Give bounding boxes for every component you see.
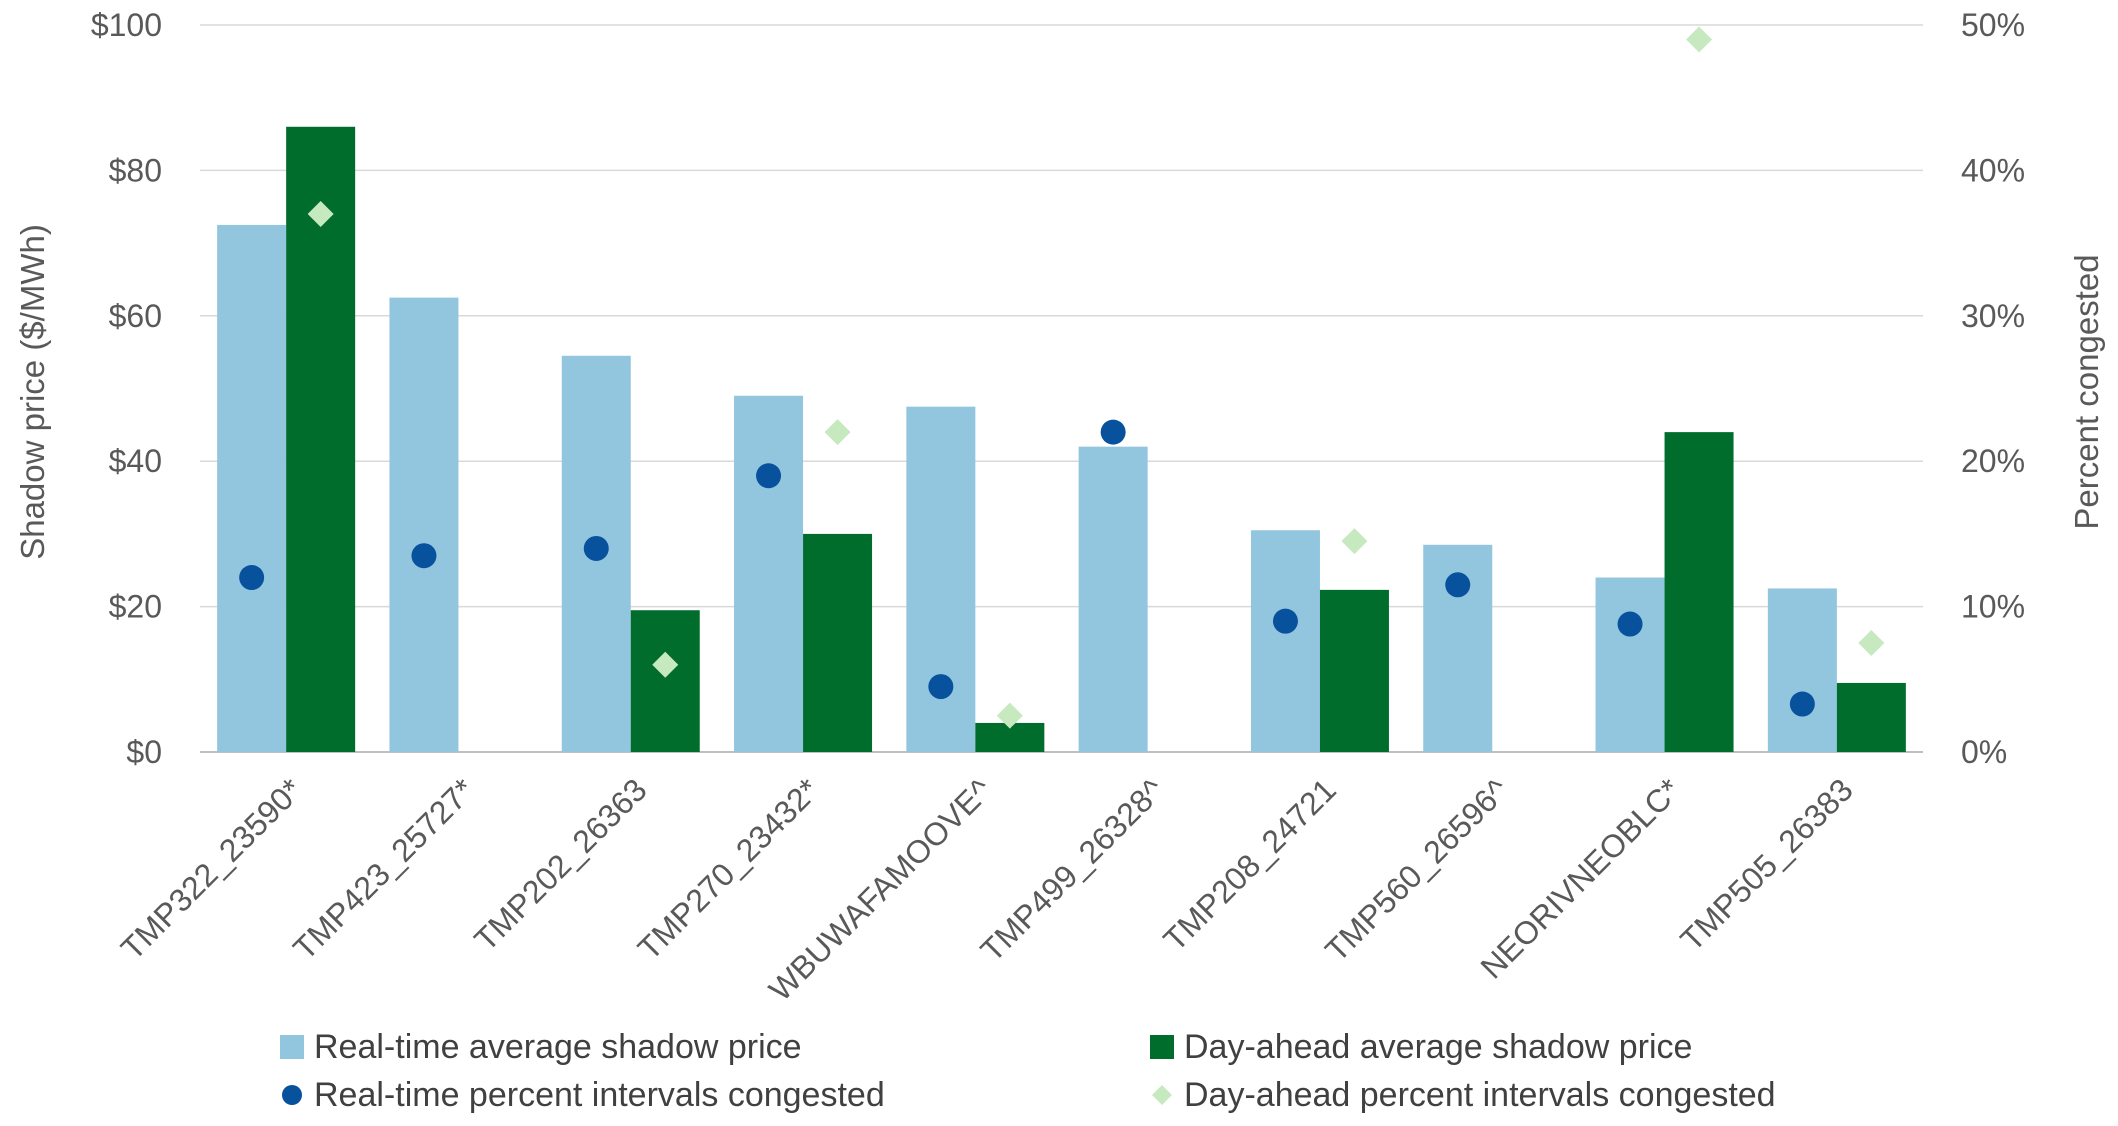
bar-real-time: [217, 224, 287, 753]
y-tick-label-left: $20: [109, 589, 162, 625]
bar-real-time: [389, 297, 459, 752]
legend-day-ahead-bar-label: Day-ahead average shadow price: [1184, 1028, 1692, 1066]
x-tick-label: TMP560_26596^: [1318, 771, 1515, 968]
bar-real-time: [734, 395, 804, 752]
bar-real-time: [1595, 577, 1665, 752]
point-real-time-congested: [1617, 611, 1643, 637]
bar-day-ahead: [286, 126, 356, 752]
y-axis-title-right: Percent congested: [2068, 254, 2105, 529]
point-real-time-congested: [1272, 608, 1298, 634]
point-real-time-congested: [756, 463, 782, 489]
point-day-ahead-congested: [652, 651, 679, 678]
point-real-time-congested: [1445, 572, 1471, 598]
bar-real-time: [906, 406, 976, 752]
x-tick-label: TMP322_23590*: [114, 771, 309, 966]
y-tick-label-left: $100: [91, 7, 162, 43]
point-real-time-congested: [1789, 691, 1815, 717]
y-axis-title-left: Shadow price ($/MWh): [14, 224, 51, 560]
x-tick-label: TMP202_26363: [467, 771, 653, 957]
bar-real-time: [1250, 530, 1320, 752]
point-day-ahead-congested: [824, 419, 851, 446]
x-tick-label: TMP505_26383: [1673, 771, 1859, 957]
point-real-time-congested: [411, 543, 437, 569]
y-tick-label-left: $0: [126, 734, 162, 770]
bar-day-ahead: [1836, 682, 1906, 752]
x-tick-label: TMP423_25727*: [286, 771, 481, 966]
point-real-time-congested: [928, 674, 954, 700]
point-real-time-congested: [239, 565, 265, 591]
bar-real-time: [1767, 588, 1837, 752]
bar-day-ahead: [630, 610, 700, 752]
y-tick-label-right: 20%: [1961, 443, 2025, 479]
y-tick-label-left: $60: [109, 298, 162, 334]
bar-day-ahead: [1664, 432, 1734, 752]
y-tick-label-right: 40%: [1961, 152, 2025, 188]
legend-day-ahead-point-label: Day-ahead percent intervals congested: [1184, 1076, 1776, 1114]
y-tick-label-right: 10%: [1961, 589, 2025, 625]
y-tick-label-left: $40: [109, 443, 162, 479]
y-tick-label-right: 30%: [1961, 298, 2025, 334]
bar-real-time: [1078, 446, 1148, 752]
legend: Real-time average shadow price Day-ahead …: [280, 1028, 1776, 1114]
bar-day-ahead: [803, 533, 873, 752]
bars: [217, 126, 1906, 753]
y-tick-label-right: 0%: [1961, 734, 2007, 770]
axes: $0 0% $20 10% $40 20% $60 30% $80 40% $100 50% TMP32…: [91, 7, 2025, 1008]
legend-day-ahead-point-swatch: [1152, 1085, 1172, 1105]
legend-day-ahead-bar-swatch: [1150, 1035, 1174, 1059]
markers: [239, 26, 1885, 729]
legend-real-time-point-label: Real-time percent intervals congested: [314, 1076, 885, 1114]
x-tick-label: TMP208_24721: [1156, 771, 1342, 957]
y-tick-label-right: 50%: [1961, 7, 2025, 43]
bar-day-ahead: [1319, 589, 1389, 752]
y-tick-label-left: $80: [109, 152, 162, 188]
point-real-time-congested: [583, 535, 609, 561]
point-real-time-congested: [1100, 419, 1126, 445]
x-tick-label: TMP270_23432*: [631, 771, 826, 966]
legend-real-time-bar-swatch: [280, 1035, 304, 1059]
legend-real-time-bar-label: Real-time average shadow price: [314, 1028, 802, 1066]
legend-real-time-point-swatch: [282, 1085, 302, 1105]
point-day-ahead-congested: [1686, 26, 1713, 53]
x-tick-label: TMP499_26328^: [974, 771, 1171, 968]
point-day-ahead-congested: [307, 201, 334, 228]
point-day-ahead-congested: [996, 702, 1023, 729]
point-day-ahead-congested: [1341, 528, 1368, 555]
point-day-ahead-congested: [1858, 629, 1885, 656]
